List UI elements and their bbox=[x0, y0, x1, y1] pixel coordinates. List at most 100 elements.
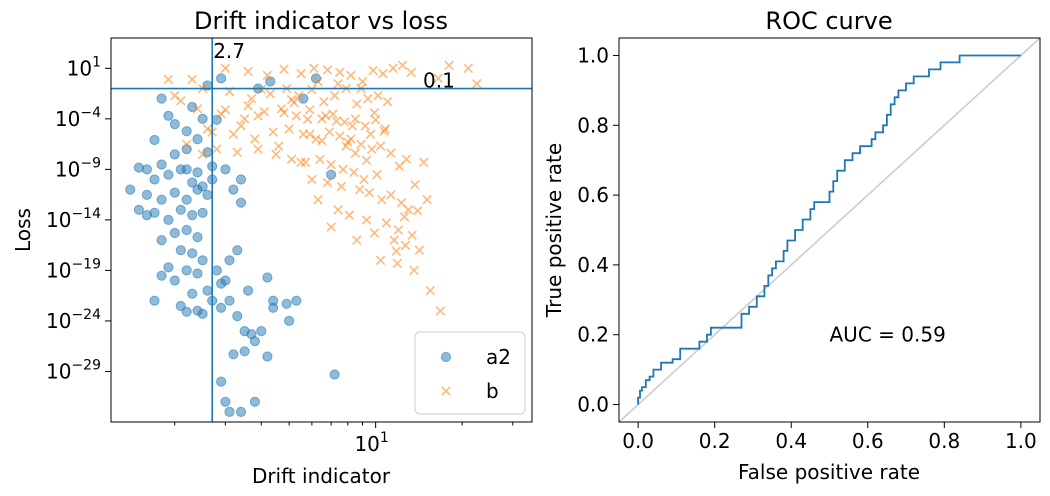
point-a2 bbox=[156, 235, 167, 246]
point-a2 bbox=[181, 224, 192, 236]
point-b bbox=[271, 149, 281, 160]
point-b bbox=[369, 107, 380, 118]
point-b bbox=[361, 215, 372, 225]
point-a2 bbox=[232, 245, 243, 256]
point-a2 bbox=[298, 93, 309, 104]
roc-y-tick-label: 0.2 bbox=[577, 323, 609, 347]
point-b bbox=[367, 144, 377, 154]
point-b bbox=[414, 245, 425, 255]
point-b bbox=[399, 212, 410, 222]
point-b bbox=[341, 141, 351, 151]
legend-marker-b bbox=[441, 386, 451, 396]
point-a2 bbox=[284, 315, 295, 326]
point-b bbox=[359, 174, 369, 185]
point-a2 bbox=[141, 189, 152, 200]
roc-x-tick-label: 0.4 bbox=[775, 429, 807, 453]
point-b bbox=[357, 76, 368, 87]
point-a2 bbox=[149, 134, 160, 146]
point-b bbox=[472, 78, 482, 89]
y-tick-label: 10−24 bbox=[46, 307, 101, 333]
point-a2 bbox=[169, 227, 180, 239]
point-b bbox=[410, 179, 420, 190]
point-a2 bbox=[181, 164, 192, 175]
point-b bbox=[293, 90, 304, 101]
point-b bbox=[273, 141, 284, 151]
point-a2 bbox=[181, 194, 192, 205]
point-b bbox=[202, 124, 213, 134]
point-a2 bbox=[156, 159, 167, 170]
legend-label-a2: a2 bbox=[486, 345, 511, 369]
point-b bbox=[305, 104, 315, 115]
point-b bbox=[291, 111, 302, 121]
point-a2 bbox=[149, 174, 160, 185]
scatter-points bbox=[125, 60, 482, 417]
point-b bbox=[296, 68, 306, 79]
point-a2 bbox=[141, 210, 152, 221]
point-b bbox=[375, 141, 386, 151]
point-a2 bbox=[163, 214, 174, 225]
point-a2 bbox=[169, 187, 180, 198]
point-a2 bbox=[256, 326, 267, 337]
point-b bbox=[444, 60, 454, 71]
auc-annotation: AUC = 0.59 bbox=[830, 323, 946, 347]
point-a2 bbox=[262, 351, 273, 362]
point-a2 bbox=[216, 376, 227, 387]
roc-x-ticks: 0.0 0.2 0.4 0.6 0.8 1.0 bbox=[622, 422, 1037, 453]
point-b bbox=[331, 116, 342, 126]
scatter-y-axis-label: Loss bbox=[11, 208, 35, 252]
point-b bbox=[326, 159, 336, 170]
point-a2 bbox=[181, 265, 192, 276]
point-a2 bbox=[228, 349, 239, 360]
point-b bbox=[375, 255, 386, 266]
point-b bbox=[422, 194, 432, 205]
roc-diagonal bbox=[618, 37, 1041, 423]
roc-curve-line bbox=[637, 54, 1021, 405]
point-b bbox=[338, 164, 348, 175]
point-a2 bbox=[175, 204, 186, 215]
point-a2 bbox=[192, 184, 203, 195]
roc-x-axis-label: False positive rate bbox=[738, 460, 920, 484]
point-a2 bbox=[181, 126, 192, 137]
point-a2 bbox=[224, 295, 235, 306]
point-b bbox=[363, 93, 373, 104]
point-b bbox=[300, 157, 311, 168]
point-a2 bbox=[224, 406, 235, 417]
point-b bbox=[181, 139, 192, 150]
chance-diagonal-line bbox=[618, 37, 1041, 423]
point-a2 bbox=[181, 144, 192, 155]
point-b bbox=[334, 131, 345, 141]
point-b bbox=[382, 96, 393, 107]
point-a2 bbox=[192, 167, 203, 178]
point-b bbox=[418, 157, 429, 168]
point-a2 bbox=[249, 336, 260, 347]
point-a2 bbox=[187, 288, 198, 299]
x-tick-label: 101 bbox=[354, 430, 388, 456]
point-a2 bbox=[156, 270, 167, 281]
point-b bbox=[232, 147, 243, 157]
point-b bbox=[334, 67, 345, 78]
point-a2 bbox=[202, 285, 213, 296]
point-b bbox=[352, 99, 362, 109]
point-a2 bbox=[169, 275, 180, 286]
point-b bbox=[250, 134, 260, 144]
point-a2 bbox=[211, 114, 222, 125]
point-a2 bbox=[265, 76, 276, 87]
y-tick-label: 10−19 bbox=[46, 256, 101, 282]
point-a2 bbox=[232, 311, 243, 322]
point-b bbox=[187, 74, 197, 85]
point-b bbox=[339, 117, 350, 127]
point-b bbox=[403, 205, 414, 215]
scatter-plot-frame bbox=[110, 37, 533, 423]
point-a2 bbox=[243, 285, 254, 296]
roc-y-tick-label: 0.8 bbox=[577, 113, 609, 137]
horizontal-threshold-label: 0.1 bbox=[423, 69, 455, 93]
point-b bbox=[253, 111, 263, 121]
point-a2 bbox=[235, 406, 247, 417]
point-b bbox=[365, 129, 376, 139]
point-b bbox=[326, 222, 336, 232]
point-b bbox=[279, 107, 289, 118]
point-a2 bbox=[163, 262, 174, 273]
roc-y-tick-label: 1.0 bbox=[577, 43, 609, 67]
legend-label-b: b bbox=[486, 379, 499, 403]
